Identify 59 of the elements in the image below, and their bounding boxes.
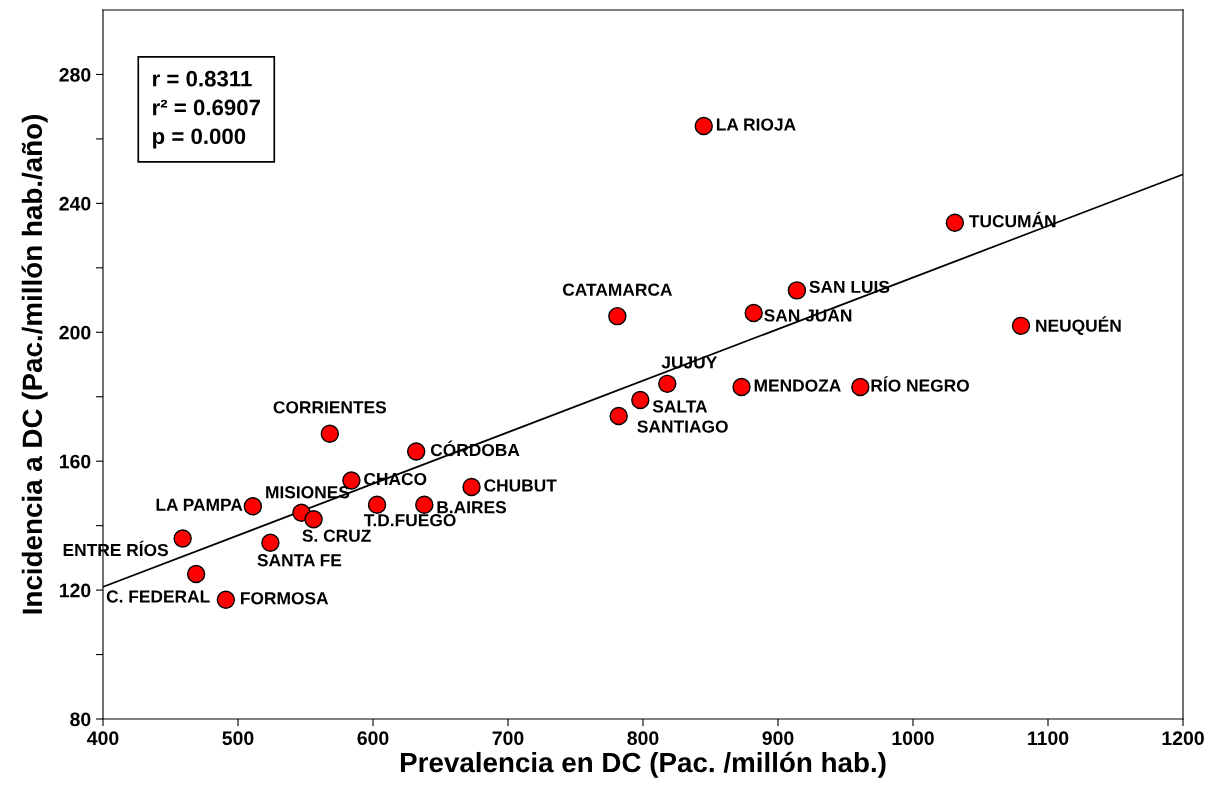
annotation: MENDOZA — [754, 379, 841, 392]
x-tick-label: 500 — [222, 731, 254, 746]
point — [186, 564, 206, 584]
y-axis-title: Incidencia a DC (Pac./millón hab./año) — [21, 115, 48, 614]
y-tick-label: 240 — [59, 196, 91, 211]
point — [243, 497, 263, 516]
x-tick-label: 1200 — [1162, 731, 1204, 746]
x-tick-label: 800 — [627, 731, 659, 746]
x-tick-label: 400 — [87, 731, 119, 746]
annotation: B.AIRES — [437, 501, 507, 514]
y-tick-label: 120 — [59, 583, 91, 598]
point — [1011, 316, 1031, 336]
annotation: r = 0.8311 r² = 0.6907 p = 0.000 — [153, 70, 260, 149]
point — [320, 424, 340, 443]
annotation: SALTA — [652, 400, 708, 413]
point — [694, 116, 713, 136]
y-tick-label: 200 — [59, 325, 91, 340]
point — [945, 213, 965, 232]
point — [304, 509, 323, 529]
point — [406, 442, 426, 461]
y-tick-label: 160 — [59, 454, 91, 469]
annotation: CORRIENTES — [273, 401, 387, 414]
point — [631, 390, 650, 410]
annotation: FORMOSA — [241, 592, 329, 605]
y-tick-label: 280 — [59, 67, 91, 82]
annotation: TUCUMÁN — [969, 211, 1056, 228]
point — [173, 529, 192, 548]
point — [367, 495, 387, 514]
point — [415, 495, 434, 514]
point — [462, 477, 481, 497]
point — [216, 590, 236, 609]
annotation: LA PAMPA — [156, 498, 243, 511]
x-tick-label: 1000 — [892, 731, 934, 746]
point — [744, 303, 763, 323]
annotation: CATAMARCA — [562, 283, 673, 296]
annotation: RÍO NEGRO — [871, 376, 969, 392]
point — [732, 377, 751, 397]
annotation: S. CRUZ — [302, 529, 371, 542]
annotation: SAN LUIS — [809, 280, 890, 294]
annotation: SANTIAGO — [637, 420, 728, 433]
x-tick-label: 600 — [357, 731, 389, 746]
x-tick-label: 700 — [492, 731, 524, 746]
point — [609, 406, 628, 426]
annotation: LA RIOJA — [716, 118, 796, 131]
annotation: CHUBUT — [484, 479, 557, 492]
annotation: NEUQUÉN — [1036, 316, 1121, 336]
point — [608, 306, 627, 326]
point — [787, 281, 807, 300]
point — [658, 374, 677, 394]
point — [851, 377, 870, 397]
annotation: T.D.FUEGO — [363, 514, 456, 527]
point — [261, 533, 280, 552]
annotation: MISIONES — [266, 486, 350, 499]
x-axis-title: Prevalencia en DC (Pac. /millón hab.) — [400, 751, 886, 778]
x-tick-label: 900 — [762, 731, 794, 746]
annotation: SANTA FE — [257, 554, 342, 567]
x-tick-label: 1100 — [1028, 731, 1069, 746]
annotation: C. FEDERAL — [106, 590, 210, 603]
y-tick-label: 80 — [70, 712, 91, 727]
